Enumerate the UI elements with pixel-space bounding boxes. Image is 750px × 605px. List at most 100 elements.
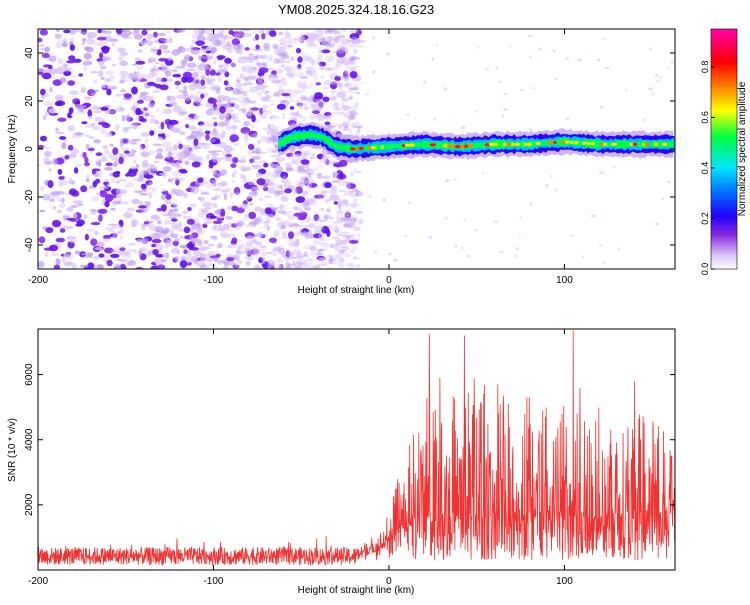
noise-speckle <box>223 44 233 51</box>
noise-speckle <box>40 88 46 96</box>
noise-speckle <box>111 230 117 234</box>
noise-speckle <box>191 33 199 40</box>
noise-speckle <box>302 231 308 235</box>
noise-speckle <box>297 105 304 111</box>
noise-speckle <box>336 170 342 174</box>
noise-speckle <box>167 151 173 157</box>
noise-speckle <box>296 35 306 42</box>
noise-speckle <box>163 166 172 171</box>
noise-speckle <box>335 61 345 66</box>
noise-speckle <box>301 55 312 62</box>
noise-speckle <box>88 115 93 120</box>
noise-speckle <box>250 186 260 192</box>
noise-speckle <box>316 248 326 252</box>
noise-speckle <box>76 219 85 226</box>
y-tick-label: 0 <box>24 146 35 152</box>
noise-speckle <box>49 198 55 202</box>
noise-speckle <box>105 131 113 138</box>
noise-speckle <box>297 165 305 172</box>
noise-speckle <box>338 56 347 60</box>
noise-speckle <box>299 75 309 79</box>
noise-speckle <box>477 46 480 49</box>
noise-speckle <box>298 164 304 169</box>
noise-speckle <box>117 230 122 234</box>
noise-speckle <box>461 246 464 250</box>
noise-speckle <box>84 233 89 241</box>
noise-speckle <box>220 169 228 176</box>
noise-speckle <box>270 131 281 138</box>
noise-speckle <box>210 197 218 201</box>
noise-speckle <box>654 222 659 226</box>
noise-speckle <box>355 112 359 116</box>
noise-speckle <box>161 188 167 192</box>
noise-speckle <box>135 60 146 65</box>
noise-speckle <box>131 218 138 226</box>
noise-speckle <box>44 160 53 165</box>
noise-speckle <box>118 156 124 165</box>
noise-speckle <box>305 198 315 206</box>
noise-speckle <box>309 257 319 261</box>
noise-speckle <box>553 77 558 81</box>
noise-speckle <box>316 263 327 267</box>
noise-speckle <box>335 128 340 132</box>
noise-speckle <box>518 233 522 236</box>
noise-speckle <box>271 135 276 143</box>
noise-speckle <box>75 163 82 167</box>
noise-speckle <box>310 103 320 108</box>
noise-speckle <box>38 145 45 150</box>
noise-speckle <box>163 214 172 217</box>
noise-speckle <box>286 184 294 187</box>
noise-speckle <box>280 195 289 199</box>
noise-speckle <box>167 178 173 183</box>
noise-speckle <box>143 107 148 111</box>
signal-hotspot <box>488 142 495 146</box>
noise-speckle <box>273 190 281 197</box>
noise-speckle <box>291 259 296 267</box>
noise-speckle <box>263 46 270 52</box>
noise-speckle <box>317 38 327 43</box>
noise-speckle <box>336 35 346 38</box>
noise-speckle <box>280 171 289 179</box>
noise-speckle <box>318 175 324 179</box>
noise-speckle <box>306 98 314 104</box>
noise-speckle <box>295 179 302 186</box>
noise-speckle <box>40 47 44 51</box>
noise-speckle <box>361 82 364 85</box>
noise-speckle <box>263 162 269 168</box>
noise-speckle <box>121 147 130 151</box>
colorbar: 0.00.20.40.60.8 Normalized spectral ampl… <box>700 28 748 275</box>
noise-speckle <box>271 80 282 84</box>
noise-speckle <box>204 246 211 250</box>
noise-speckle <box>300 227 303 232</box>
noise-speckle <box>127 242 136 246</box>
signal-hotspot <box>429 143 436 147</box>
noise-speckle <box>109 204 116 208</box>
noise-speckle <box>354 265 360 268</box>
noise-speckle <box>203 55 214 61</box>
noise-speckle <box>342 95 346 102</box>
noise-speckle <box>319 189 325 196</box>
noise-speckle <box>150 214 160 220</box>
noise-speckle <box>340 38 350 45</box>
noise-speckle <box>140 73 148 79</box>
noise-speckle <box>204 181 213 188</box>
noise-speckle <box>223 80 229 86</box>
signal-hotspot <box>628 142 633 146</box>
noise-speckle <box>371 70 376 74</box>
noise-speckle <box>199 196 206 202</box>
noise-speckle <box>347 109 357 115</box>
noise-speckle <box>161 141 172 149</box>
noise-speckle <box>119 70 129 76</box>
noise-speckle <box>38 261 45 268</box>
noise-speckle <box>498 80 502 84</box>
noise-speckle <box>164 39 173 44</box>
noise-speckle <box>342 121 350 128</box>
noise-speckle <box>67 80 76 86</box>
noise-speckle <box>338 124 342 130</box>
noise-speckle <box>259 29 265 34</box>
noise-speckle <box>152 64 157 71</box>
signal-hotspot <box>599 142 603 146</box>
noise-speckle <box>197 177 204 183</box>
noise-speckle <box>328 259 333 265</box>
noise-speckle <box>308 36 314 40</box>
